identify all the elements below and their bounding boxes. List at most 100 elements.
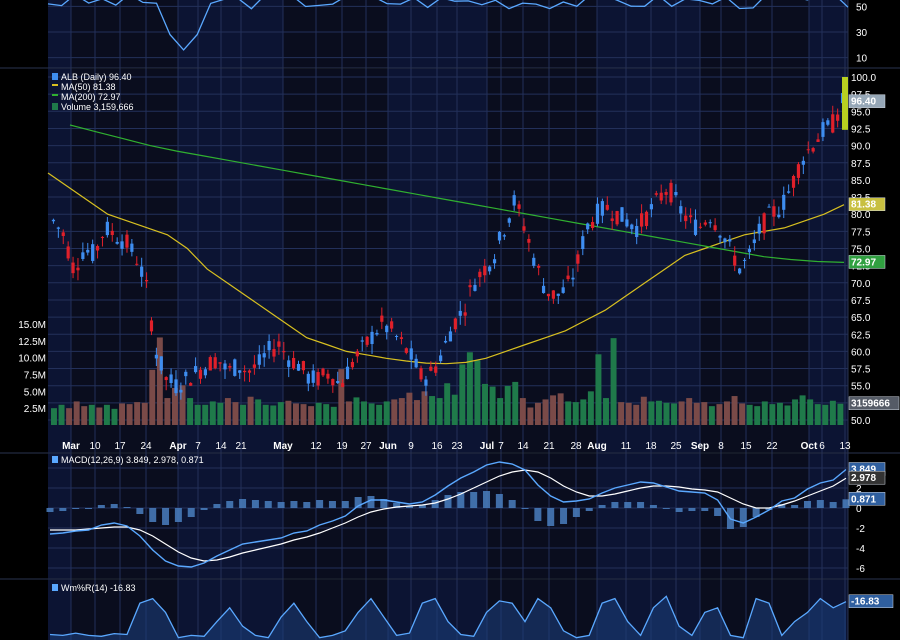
volume-bar-24	[232, 402, 239, 425]
macd-histogram-bar-19	[290, 501, 298, 508]
candle-body-38	[238, 370, 242, 373]
macd-histogram-bar-21	[316, 500, 324, 508]
volume-bar-28	[262, 404, 269, 425]
volume-bar-18	[187, 398, 194, 425]
macd-histogram-bar-42	[585, 508, 593, 511]
volume-bar-9	[119, 403, 126, 425]
price-y-tick-12: 70.0	[851, 279, 871, 290]
candle-body-72	[404, 348, 408, 353]
volume-bar-83	[678, 401, 685, 425]
x-axis-label-0: Mar	[62, 441, 80, 452]
macd-histogram-bar-48	[662, 508, 670, 509]
candlesticks	[51, 91, 845, 400]
candle-body-135	[713, 225, 717, 231]
volume-bar-51	[436, 398, 443, 425]
candle-body-113	[605, 204, 609, 210]
williams-r-legend-label: Wm%R(14) -16.83	[61, 583, 136, 593]
candle-body-68	[385, 325, 389, 333]
candle-body-13	[115, 241, 119, 244]
candle-body-71	[399, 337, 404, 339]
price-y-tick-5: 87.5	[851, 159, 871, 170]
candle-body-1	[56, 227, 60, 229]
candle-body-156	[816, 139, 820, 142]
candle-body-87	[478, 271, 482, 278]
macd-histogram-bar-16	[251, 500, 259, 508]
candle-body-14	[120, 241, 124, 249]
candle-body-114	[610, 218, 614, 221]
macd-histogram-bar-6	[123, 507, 131, 508]
month-band-4	[809, 0, 848, 640]
candle-body-150	[787, 191, 791, 193]
volume-bar-73	[603, 398, 609, 425]
volume-bar-3	[73, 401, 80, 425]
candle-body-49	[292, 357, 296, 369]
macd-badge-macd-text: 3.849	[851, 465, 876, 476]
volume-bar-40	[353, 397, 360, 425]
ma200-legend-label: MA(200) 72.97	[61, 92, 121, 102]
x-axis-label-29: Oct	[801, 441, 818, 452]
candle-body-111	[595, 203, 600, 224]
candle-body-69	[390, 321, 394, 329]
panel-backgrounds	[48, 0, 848, 640]
candle-body-106	[571, 277, 575, 280]
price-y-tick-16: 60.0	[851, 347, 871, 358]
williams-r-badge-bg	[848, 594, 894, 608]
price-y-tick-17: 57.5	[851, 365, 871, 376]
candle-body-101	[546, 293, 551, 297]
candle-body-80	[443, 340, 448, 343]
volume-bar-57	[482, 383, 488, 425]
x-axis-label-16: Jul	[480, 441, 495, 452]
candle-body-17	[135, 263, 139, 265]
macd-histogram-bar-34	[483, 491, 491, 508]
candle-body-62	[355, 351, 359, 357]
volume-bar-99	[799, 395, 806, 425]
volume-bar-65	[542, 399, 549, 425]
candle-body-21	[154, 354, 158, 359]
axis-labels: 503010100.097.595.092.590.087.585.082.58…	[18, 2, 876, 575]
macd-histogram-bar-32	[457, 492, 465, 508]
macd-signal-line	[50, 469, 847, 562]
macd-y-tick-3: -2	[856, 524, 865, 535]
volume-bar-5	[88, 404, 95, 425]
macd-histogram-bar-37	[521, 508, 529, 509]
candle-body-70	[394, 336, 399, 338]
volume-bar-42	[368, 403, 375, 425]
volume-bar-39	[345, 401, 352, 425]
x-axis-label-5: 7	[195, 441, 201, 452]
candle-body-74	[414, 358, 418, 368]
macd-histogram-bar-39	[547, 508, 555, 526]
candle-body-51	[301, 361, 306, 371]
x-axis-label-15: 23	[451, 441, 463, 452]
macd-histogram-bar-50	[688, 508, 696, 511]
candle-body-137	[723, 238, 727, 243]
candle-body-125	[664, 192, 668, 195]
candle-body-15	[125, 234, 129, 248]
macd-histogram-bar-22	[328, 501, 336, 508]
volume-bar-11	[134, 402, 141, 425]
volume-bar-81	[663, 402, 670, 425]
price-y-tick-3: 92.5	[851, 124, 871, 135]
macd-histogram-bar-35	[495, 494, 503, 508]
candle-body-52	[306, 373, 310, 384]
x-axis-label-10: 19	[336, 441, 348, 452]
price-y-tick-2: 95.0	[851, 107, 871, 118]
williams-r-legend-swatch	[52, 584, 58, 591]
volume-bar-30	[277, 402, 284, 425]
volume-bar-98	[792, 399, 799, 425]
candle-body-43	[262, 353, 266, 358]
volume-bar-55	[466, 352, 473, 425]
candle-body-96	[522, 226, 526, 231]
volume-bar-8	[111, 408, 118, 425]
volume-bar-48	[413, 400, 420, 425]
x-axis-label-7: 21	[235, 441, 247, 452]
x-axis-label-22: 11	[621, 441, 632, 452]
volume-bar-19	[194, 404, 201, 425]
volume-bar-34	[308, 406, 315, 425]
price-legend-title: ALB (Daily) 96.40	[61, 72, 132, 82]
candle-body-97	[527, 238, 531, 243]
candle-body-78	[434, 366, 438, 373]
macd-histogram-bar-20	[303, 502, 311, 508]
ma50-line	[47, 172, 845, 365]
